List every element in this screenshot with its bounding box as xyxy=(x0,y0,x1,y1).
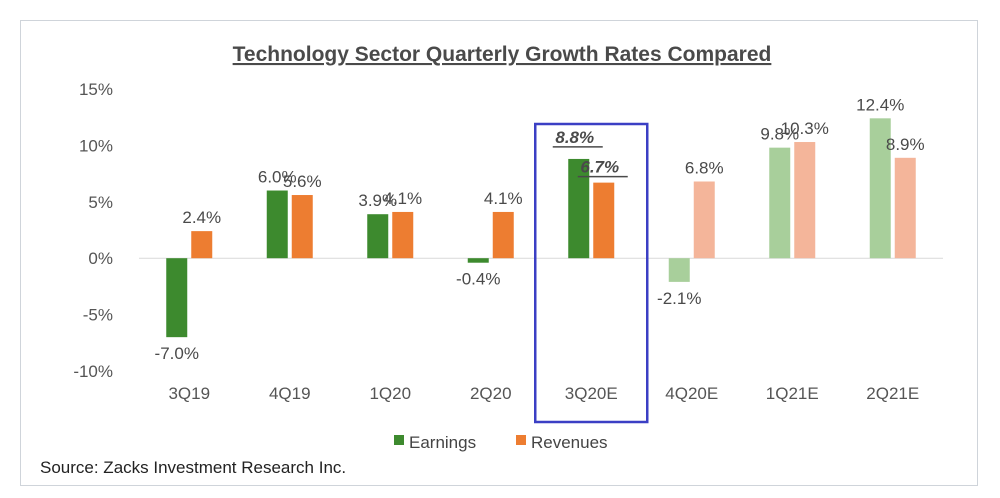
earnings-label-2q21e: 12.4% xyxy=(856,95,904,114)
earnings-bar-1q20 xyxy=(367,214,389,259)
y-tick-label: 15% xyxy=(79,80,113,99)
highlight-box xyxy=(534,122,649,424)
earnings-bar-4q19 xyxy=(266,190,288,259)
revenues-label-2q20: 4.1% xyxy=(484,189,523,208)
revenues-bar-2q20 xyxy=(492,211,514,259)
revenues-legend-label: Revenues xyxy=(531,433,608,452)
revenues-label-4q19: 5.6% xyxy=(283,172,322,191)
earnings-legend-label: Earnings xyxy=(409,433,476,452)
earnings-bar-3q20e xyxy=(568,158,590,259)
revenues-bar-3q19 xyxy=(191,231,213,259)
earnings-label-2q20: -0.4% xyxy=(456,270,500,289)
earnings-label-1q21e: 9.8% xyxy=(760,125,799,144)
earnings-bar-2q21e xyxy=(869,118,891,259)
legend: Earnings Revenues xyxy=(394,433,608,452)
category-label-3q20e: 3Q20E xyxy=(565,384,618,403)
highlight-rect xyxy=(534,122,649,424)
revenues-legend-swatch xyxy=(516,435,526,445)
revenues-bar-1q21e xyxy=(794,142,816,259)
category-label-3q19: 3Q19 xyxy=(168,384,210,403)
category-label-4q19: 4Q19 xyxy=(269,384,311,403)
revenues-label-3q19: 2.4% xyxy=(182,208,221,227)
revenues-bar-3q20e xyxy=(593,182,615,259)
chart-frame: Technology Sector Quarterly Growth Rates… xyxy=(20,20,978,486)
revenues-bar-1q20 xyxy=(392,211,414,259)
earnings-bar-2q20 xyxy=(467,258,489,263)
data-labels: -7.0%2.4%6.0%5.6%3.9%4.1%-0.4%4.1%8.8%6.… xyxy=(155,95,925,363)
earnings-label-1q20: 3.9% xyxy=(358,191,397,210)
revenues-label-1q20: 4.1% xyxy=(383,189,422,208)
earnings-label-3q20e: 8.8% xyxy=(555,128,594,147)
category-label-2q20: 2Q20 xyxy=(470,384,512,403)
earnings-bar-4q20e xyxy=(668,258,690,282)
revenues-label-3q20e: 6.7% xyxy=(580,158,619,177)
category-labels: 3Q19 4Q19 1Q20 2Q20 3Q20E 4Q20E 1Q21E 2Q21E xyxy=(168,384,919,403)
earnings-label-3q19: -7.0% xyxy=(155,344,199,363)
revenues-label-4q20e: 6.8% xyxy=(685,158,724,177)
category-label-4q20e: 4Q20E xyxy=(665,384,718,403)
earnings-legend-swatch xyxy=(394,435,404,445)
bars xyxy=(166,118,916,338)
source-note: Source: Zacks Investment Research Inc. xyxy=(40,458,347,477)
revenues-label-2q21e: 8.9% xyxy=(886,135,925,154)
y-tick-label: 10% xyxy=(79,136,113,155)
chart: Technology Sector Quarterly Growth Rates… xyxy=(73,43,943,452)
y-tick-label: 5% xyxy=(88,193,113,212)
y-tick-label: -10% xyxy=(73,362,113,381)
earnings-label-4q19: 6.0% xyxy=(258,168,297,187)
y-tick-label: 0% xyxy=(88,249,113,268)
revenues-bar-4q20e xyxy=(693,181,715,259)
category-label-2q21e: 2Q21E xyxy=(866,384,919,403)
chart-title: Technology Sector Quarterly Growth Rates… xyxy=(233,43,772,66)
category-label-1q21e: 1Q21E xyxy=(766,384,819,403)
earnings-bar-1q21e xyxy=(769,147,791,259)
revenues-bar-2q21e xyxy=(894,157,916,259)
revenues-bar-4q19 xyxy=(291,195,313,259)
earnings-bar-3q19 xyxy=(166,258,188,338)
revenues-label-1q21e: 10.3% xyxy=(781,119,829,138)
earnings-label-4q20e: -2.1% xyxy=(657,289,701,308)
category-label-1q20: 1Q20 xyxy=(369,384,411,403)
y-tick-label: -5% xyxy=(83,306,113,325)
